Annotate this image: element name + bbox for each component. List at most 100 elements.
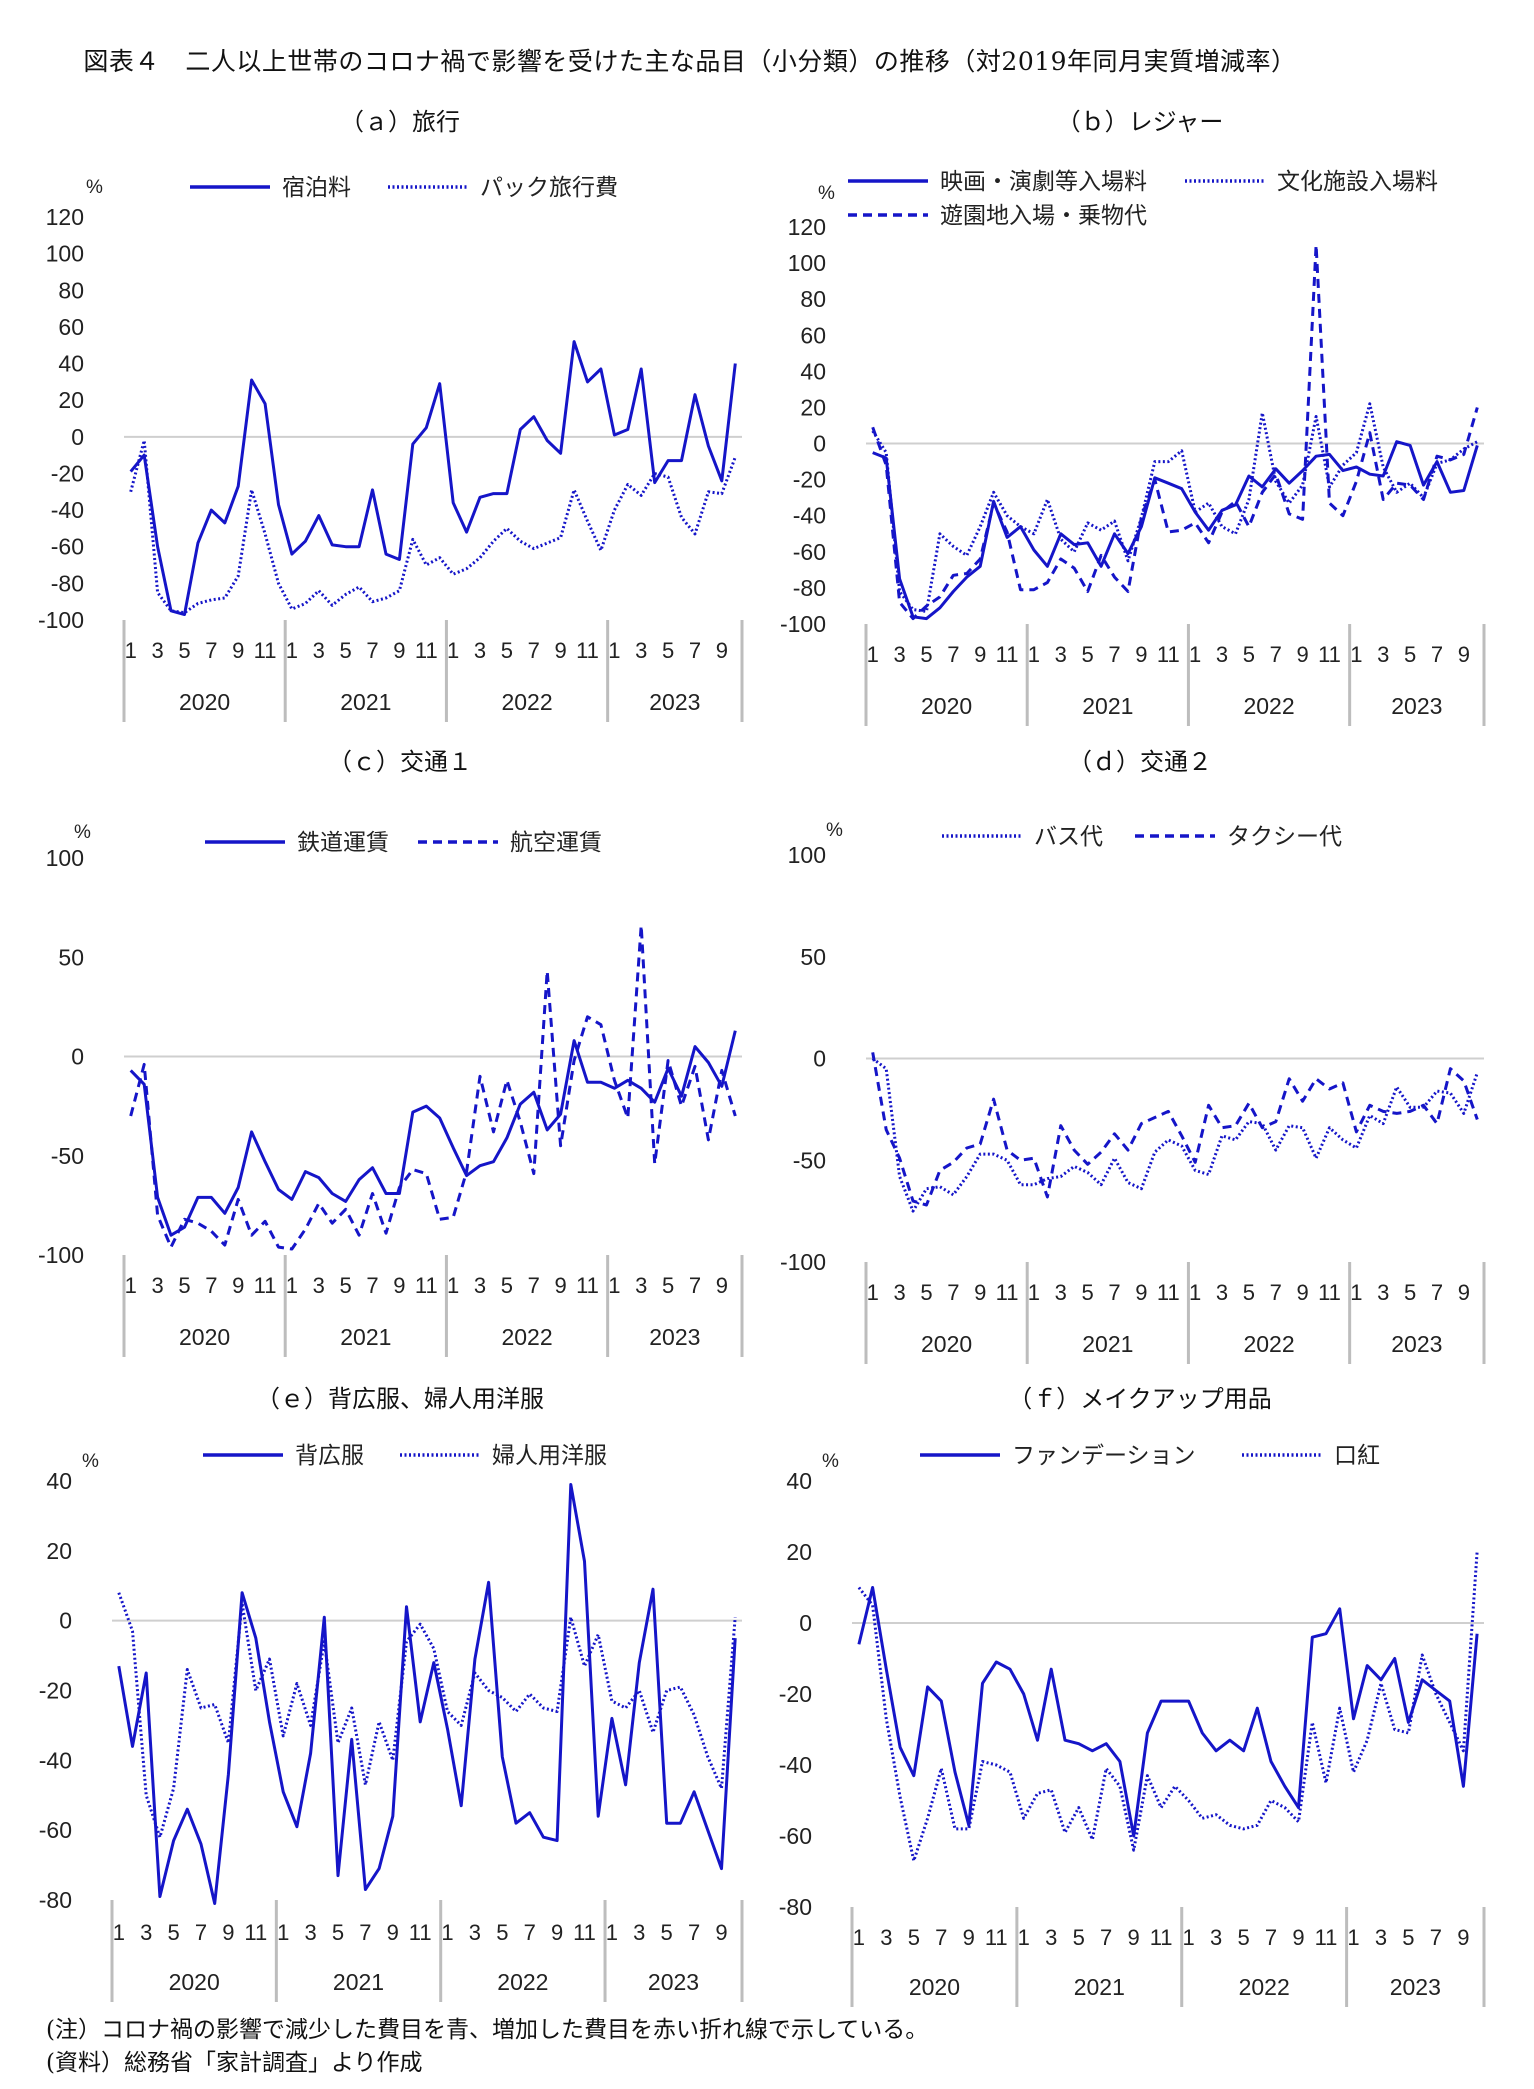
- series-line-d-2: [871, 1052, 1479, 1207]
- x-tick-label: 3: [313, 638, 325, 663]
- unit-label: %: [86, 177, 103, 198]
- x-tick-label: 3: [635, 1273, 647, 1298]
- year-label: 2023: [649, 1324, 700, 1350]
- legend-label: 航空運賃: [510, 830, 602, 856]
- y-tick-label: -80: [793, 575, 826, 601]
- x-tick-label: 11: [254, 1273, 277, 1298]
- x-tick-label: 9: [974, 1280, 986, 1305]
- x-tick-label: 5: [501, 638, 513, 663]
- year-label: 2022: [501, 689, 552, 715]
- x-tick-label: 11: [409, 1920, 432, 1945]
- legend-label: 婦人用洋服: [492, 1443, 607, 1469]
- x-tick-label: 9: [1292, 1925, 1304, 1950]
- legend-label: 文化施設入場料: [1277, 169, 1438, 195]
- x-tick-label: 9: [1135, 1280, 1147, 1305]
- x-tick-label: 7: [366, 1273, 378, 1298]
- x-tick-label: 1: [1350, 1280, 1362, 1305]
- x-tick-label: 11: [254, 638, 277, 663]
- y-tick-label: 80: [800, 286, 826, 312]
- x-tick-label: 9: [232, 638, 244, 663]
- x-tick-label: 1: [1182, 1925, 1194, 1950]
- series-line-f-2: [857, 1551, 1479, 1863]
- x-tick-label: 3: [1377, 1280, 1389, 1305]
- y-tick-label: -20: [779, 1681, 812, 1707]
- y-tick-label: -50: [793, 1147, 826, 1173]
- x-tick-label: 1: [286, 638, 298, 663]
- y-tick-label: 60: [58, 314, 84, 340]
- x-tick-label: 9: [1458, 642, 1470, 667]
- legend-label: 宿泊料: [282, 175, 351, 201]
- x-tick-label: 5: [1404, 1280, 1416, 1305]
- x-tick-label: 9: [1297, 1280, 1309, 1305]
- x-tick-label: 9: [974, 642, 986, 667]
- y-tick-label: -20: [793, 467, 826, 493]
- x-tick-label: 5: [496, 1920, 508, 1945]
- x-tick-label: 5: [662, 638, 674, 663]
- y-tick-label: 40: [800, 358, 826, 384]
- y-tick-label: 40: [786, 1468, 812, 1494]
- chart-panel-b: （ｂ）レジャー% -100 -80 -60 -40 -20 0 20 40 60 80 100 120 1…: [780, 108, 1486, 726]
- legend-label: 口紅: [1334, 1443, 1380, 1469]
- year-label: 2020: [179, 1324, 230, 1350]
- year-label: 2023: [649, 689, 700, 715]
- y-tick-label: -60: [793, 539, 826, 565]
- year-label: 2021: [340, 689, 391, 715]
- x-tick-label: 11: [576, 638, 599, 663]
- year-label: 2023: [1390, 1974, 1441, 2000]
- x-tick-label: 11: [1318, 1280, 1341, 1305]
- series-line-d-1: [871, 1057, 1479, 1213]
- x-tick-label: 7: [689, 1273, 701, 1298]
- y-tick-label: -40: [779, 1752, 812, 1778]
- x-tick-label: 7: [205, 638, 217, 663]
- x-tick-label: 5: [908, 1925, 920, 1950]
- x-tick-label: 1: [853, 1925, 865, 1950]
- y-tick-label: 100: [788, 842, 826, 868]
- x-tick-label: 7: [1431, 1280, 1443, 1305]
- unit-label: %: [74, 822, 91, 843]
- chart-title-c: （ｃ）交通１: [328, 748, 472, 776]
- x-tick-label: 1: [1028, 1280, 1040, 1305]
- year-label: 2020: [179, 689, 230, 715]
- y-tick-label: 20: [46, 1538, 72, 1564]
- series-line-e-2: [117, 1592, 737, 1839]
- y-tick-label: 0: [813, 431, 826, 457]
- x-tick-label: 5: [1243, 1280, 1255, 1305]
- x-tick-label: 3: [1055, 1280, 1067, 1305]
- x-tick-label: 9: [1458, 1280, 1470, 1305]
- unit-label: %: [826, 820, 843, 841]
- y-tick-label: -100: [38, 1242, 84, 1268]
- x-tick-label: 7: [528, 638, 540, 663]
- x-tick-label: 7: [1430, 1925, 1442, 1950]
- y-tick-label: 60: [800, 322, 826, 348]
- x-tick-label: 3: [151, 638, 163, 663]
- x-tick-label: 3: [1375, 1925, 1387, 1950]
- x-tick-label: 9: [555, 638, 567, 663]
- year-label: 2022: [1243, 1331, 1294, 1357]
- x-tick-label: 3: [313, 1273, 325, 1298]
- x-tick-label: 1: [1347, 1925, 1359, 1950]
- chart-title-e: （ｅ）背広服、婦人用洋服: [256, 1385, 544, 1413]
- x-tick-label: 11: [576, 1273, 599, 1298]
- year-label: 2021: [1074, 1974, 1125, 2000]
- legend-label: タクシー代: [1227, 824, 1342, 850]
- x-tick-label: 1: [286, 1273, 298, 1298]
- x-tick-label: 1: [1018, 1925, 1030, 1950]
- y-tick-label: -20: [39, 1678, 72, 1704]
- year-label: 2022: [501, 1324, 552, 1350]
- x-tick-label: 7: [947, 1280, 959, 1305]
- series-line-b-1: [872, 440, 1479, 621]
- x-tick-label: 11: [415, 638, 438, 663]
- x-tick-label: 7: [935, 1925, 947, 1950]
- x-tick-label: 5: [340, 1273, 352, 1298]
- x-tick-label: 7: [1270, 1280, 1282, 1305]
- y-tick-label: 50: [800, 944, 826, 970]
- x-tick-label: 5: [1237, 1925, 1249, 1950]
- y-tick-label: -60: [779, 1823, 812, 1849]
- x-tick-label: 9: [555, 1273, 567, 1298]
- y-tick-label: -40: [793, 503, 826, 529]
- y-tick-label: 20: [786, 1539, 812, 1565]
- y-tick-label: -80: [51, 570, 84, 596]
- x-tick-label: 11: [1318, 642, 1341, 667]
